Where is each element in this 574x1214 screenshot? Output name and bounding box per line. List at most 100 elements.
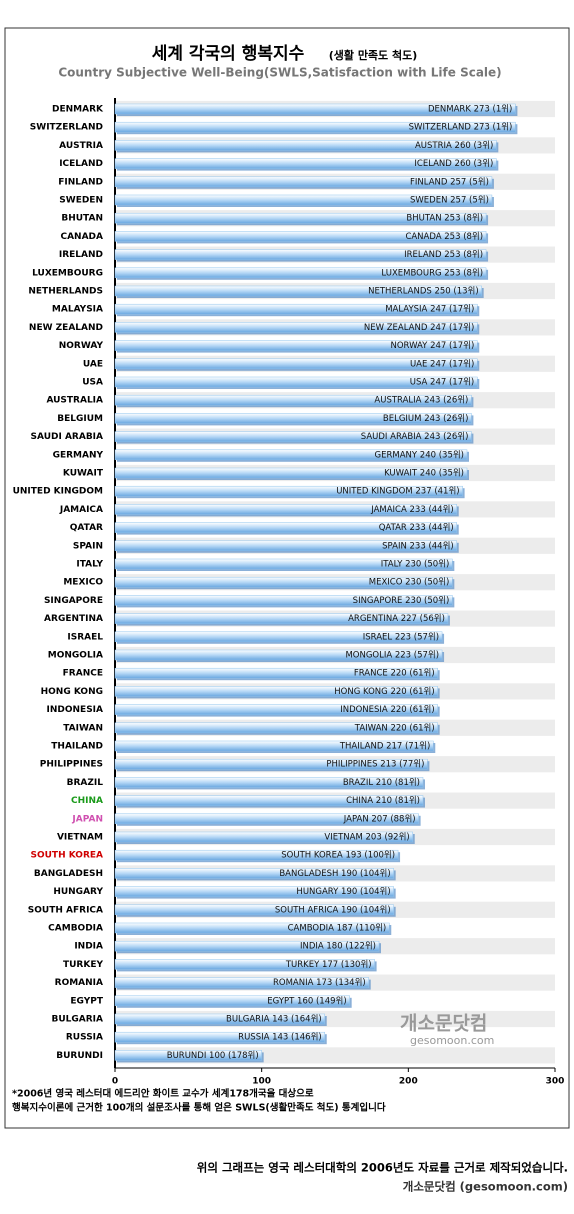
bar [114, 576, 453, 588]
y-tick-label: DENMARK [52, 105, 104, 115]
data-label: JAMAICA 233 (44위) [370, 505, 453, 515]
bar [114, 613, 449, 624]
y-tick-label: EGYPT [70, 996, 103, 1006]
bar [114, 1031, 325, 1043]
y-tick-label: NORWAY [59, 341, 104, 351]
y-tick-label: SWITZERLAND [30, 123, 103, 133]
data-label: CAMBODIA 187 (110위) [288, 924, 387, 934]
bar [114, 868, 394, 879]
bar [114, 467, 468, 479]
data-label: SWEDEN 257 (5위) [410, 196, 489, 206]
y-tick-label: TURKEY [63, 960, 103, 970]
y-tick-label: UNITED KINGDOM [13, 487, 103, 497]
data-label: ITALY 230 (50위) [381, 560, 450, 570]
bar [114, 449, 468, 461]
y-tick-label: BELGIUM [57, 414, 103, 424]
y-tick-label: SOUTH KOREA [30, 851, 103, 861]
data-label: ISRAEL 223 (57위) [363, 632, 439, 642]
y-tick-label: AUSTRIA [59, 141, 103, 151]
data-label: NETHERLANDS 250 (13위) [368, 287, 479, 297]
data-label: DENMARK 273 (1위) [428, 105, 512, 115]
y-tick-label: SOUTH AFRICA [28, 905, 103, 915]
x-tick-label: 100 [252, 1077, 271, 1087]
y-tick-label: JAMAICA [59, 505, 103, 515]
y-tick-label: SPAIN [73, 541, 103, 551]
y-tick-label: CAMBODIA [48, 924, 103, 934]
y-tick-label: USA [82, 378, 103, 388]
bar [114, 777, 424, 788]
y-tick-label: MONGOLIA [48, 651, 103, 661]
caption: 위의 그래프는 영국 레스터대학의 2006년도 자료를 근거로 제작되었습니다… [197, 1161, 568, 1175]
y-tick-label: INDIA [74, 942, 103, 952]
data-label: SOUTH AFRICA 190 (104위) [275, 905, 391, 915]
bar [114, 522, 457, 533]
bar [114, 722, 438, 734]
data-label: BANGLADESH 190 (104위) [279, 869, 390, 879]
bar [114, 704, 438, 715]
data-label: GERMANY 240 (35위) [375, 450, 464, 460]
bar [114, 904, 394, 916]
y-tick-label: BRAZIL [67, 778, 104, 788]
y-tick-label: HONG KONG [41, 687, 103, 697]
bar [114, 631, 443, 643]
bar [114, 194, 493, 206]
bar [114, 595, 453, 606]
bar [114, 667, 438, 679]
data-label: JAPAN 207 (88위) [343, 814, 416, 824]
bar [114, 431, 472, 442]
y-tick-label: BURUNDI [56, 1051, 103, 1061]
data-label: LUXEMBOURG 253 (8위) [381, 268, 483, 278]
y-tick-label: BULGARIA [52, 1015, 104, 1025]
data-label: BURUNDI 100 (178위) [167, 1051, 259, 1061]
caption: 개소문닷컴 (gesomoon.com) [403, 1180, 568, 1194]
bar [114, 285, 482, 297]
y-tick-label: BANGLADESH [34, 869, 103, 879]
data-label: TURKEY 177 (130위) [285, 960, 372, 970]
bar [114, 922, 390, 934]
data-label: ARGENTINA 227 (56위) [348, 614, 445, 624]
chart-title: 세계 각국의 행복지수 [152, 44, 305, 64]
chart-subtitle: Country Subjective Well-Being(SWLS,Satis… [58, 66, 501, 80]
data-label: HUNGARY 190 (104위) [296, 887, 390, 897]
data-label: SAUDI ARABIA 243 (26위) [361, 432, 469, 442]
y-tick-label: INDONESIA [47, 705, 104, 715]
bar [114, 995, 350, 1007]
data-label: AUSTRALIA 243 (26위) [374, 396, 468, 406]
data-label: NORWAY 247 (17위) [390, 341, 474, 351]
data-label: SINGAPORE 230 (50위) [353, 596, 450, 606]
data-label: TAIWAN 220 (61위) [354, 723, 435, 733]
data-label: USA 247 (17위) [410, 378, 475, 388]
y-tick-label: SAUDI ARABIA [31, 432, 104, 442]
data-label: VIETNAM 203 (92위) [324, 833, 409, 843]
y-tick-label: ITALY [76, 560, 103, 570]
bar [114, 849, 399, 861]
x-tick-label: 0 [112, 1077, 118, 1087]
bar [114, 485, 463, 497]
bar [114, 394, 472, 406]
data-label: SPAIN 233 (44위) [382, 541, 454, 551]
y-tick-label: MEXICO [63, 578, 103, 588]
y-tick-label: MALAYSIA [52, 305, 103, 315]
bar [114, 977, 369, 988]
data-label: BULGARIA 143 (164위) [226, 1015, 322, 1025]
y-tick-label: ROMANIA [55, 978, 103, 988]
bar [114, 540, 457, 552]
bar [114, 158, 497, 169]
y-tick-label: AUSTRALIA [46, 396, 103, 406]
bar [114, 686, 438, 697]
bar [114, 358, 478, 370]
bar [114, 813, 419, 825]
data-label: NEW ZEALAND 247 (17위) [364, 323, 474, 333]
bar [114, 740, 434, 752]
data-label: MONGOLIA 223 (57위) [345, 651, 439, 661]
plot: 0 100 200 300 DENMARK DENMARK 273 (1위) SWITZER… [13, 98, 564, 1087]
y-tick-label: CHINA [71, 796, 103, 806]
data-label: CHINA 210 (81위) [346, 796, 420, 806]
y-tick-label: NEW ZEALAND [29, 323, 103, 333]
y-tick-label: GERMANY [53, 450, 104, 460]
data-label: SOUTH KOREA 193 (100위) [281, 851, 395, 861]
data-label: BRAZIL 210 (81위) [343, 778, 420, 788]
bar [114, 959, 375, 970]
data-label: MALAYSIA 247 (17위) [385, 305, 474, 315]
